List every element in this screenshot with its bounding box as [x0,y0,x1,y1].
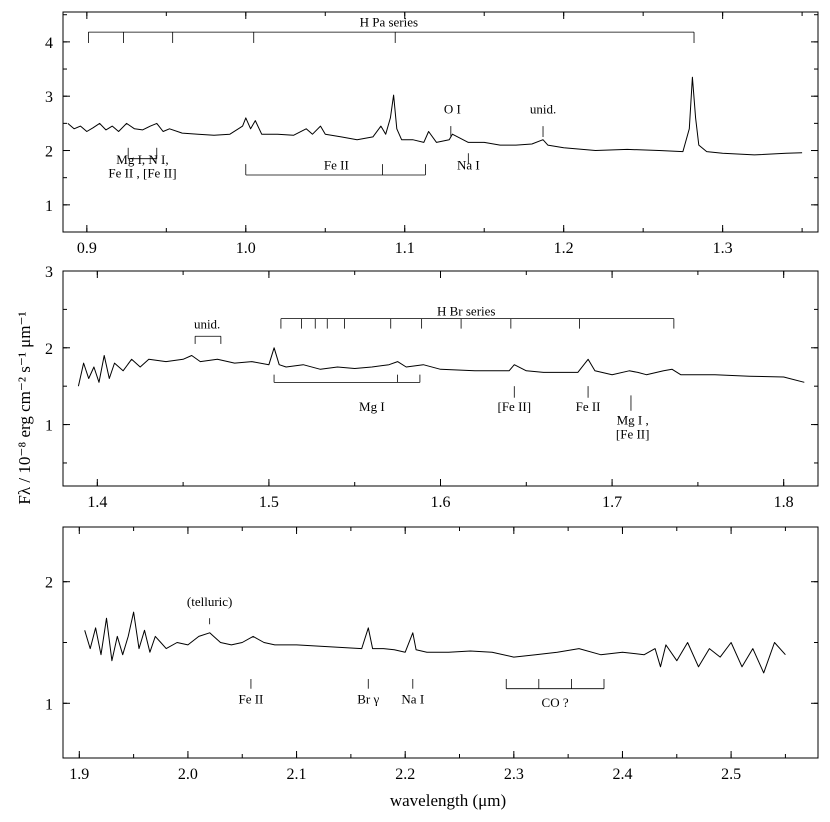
line-id-label: unid. [194,317,220,332]
line-id-label: H Br series [437,304,496,319]
x-tick-label: 1.4 [87,494,107,511]
line-id-label: Fe II [576,399,601,414]
line-id-label: Fe II , [Fe II] [108,166,176,181]
x-tick-label: 2.2 [395,766,415,783]
line-id-label: CO ? [542,695,569,710]
spectrum-line [67,76,803,156]
spectrum-line [77,347,805,387]
x-tick-label: 1.6 [431,494,451,511]
x-tick-label: 1.9 [69,766,89,783]
y-tick-label: 2 [45,575,53,592]
y-tick-label: 3 [45,89,53,106]
line-id-label: O I [444,102,461,117]
x-tick-label: 0.9 [77,240,97,257]
panel-bottom: 1.9 2.0 2.1 2.2 2.3 2.4 2.5 1 2 (telluric) Fe II Br… [45,526,819,783]
x-tick-label: 1.3 [713,240,733,257]
y-tick-label: 1 [45,198,53,215]
y-tick-label: 3 [45,264,53,281]
line-id-label: Mg I [359,399,385,414]
x-tick-label: 2.4 [612,766,632,783]
x-axis-label: wavelength (μm) [390,791,506,810]
line-id-label: H Pa series [360,15,419,30]
y-tick-label: 1 [45,418,53,435]
plot-frame [62,11,819,233]
line-id-label: Fe II [324,158,349,173]
line-id-label: Na I [457,158,480,173]
x-tick-label: 1.0 [236,240,256,257]
panel-top: 0.9 1.0 1.1 1.2 1.3 1 2 3 4 H Pa series O I unid. Mg… [45,11,819,257]
line-id-label: Br γ [357,691,379,706]
y-tick-label: 2 [45,341,53,358]
x-tick-label: 1.8 [774,494,794,511]
y-tick-label: 2 [45,144,53,161]
line-id-label: Mg I , [617,413,649,428]
line-id-label: [Fe II] [616,426,650,441]
x-tick-label: 2.1 [287,766,307,783]
x-tick-label: 2.0 [178,766,198,783]
line-identification-markers [88,31,695,690]
x-tick-label: 1.5 [259,494,279,511]
y-tick-label: 1 [45,696,53,713]
panel-middle: 1.4 1.5 1.6 1.7 1.8 1 2 3 unid. H Br series Mg I [F… [45,264,819,511]
line-id-label: (telluric) [187,594,232,609]
x-tick-label: 2.3 [504,766,524,783]
x-tick-label: 1.7 [602,494,622,511]
x-tick-label: 1.2 [554,240,574,257]
line-id-label: Na I [401,691,424,706]
line-id-label: Mg I, N I, [116,152,168,167]
spectrum-line [84,611,786,674]
x-tick-label: 1.1 [395,240,415,257]
y-tick-label: 4 [45,35,53,52]
line-id-label: [Fe II] [497,399,531,414]
line-id-label: unid. [530,102,556,117]
line-id-label: Fe II [238,691,263,706]
x-tick-label: 2.5 [721,766,741,783]
y-axis-label: Fλ / 10⁻⁸ erg cm⁻² s⁻¹ μm⁻¹ [15,311,34,504]
